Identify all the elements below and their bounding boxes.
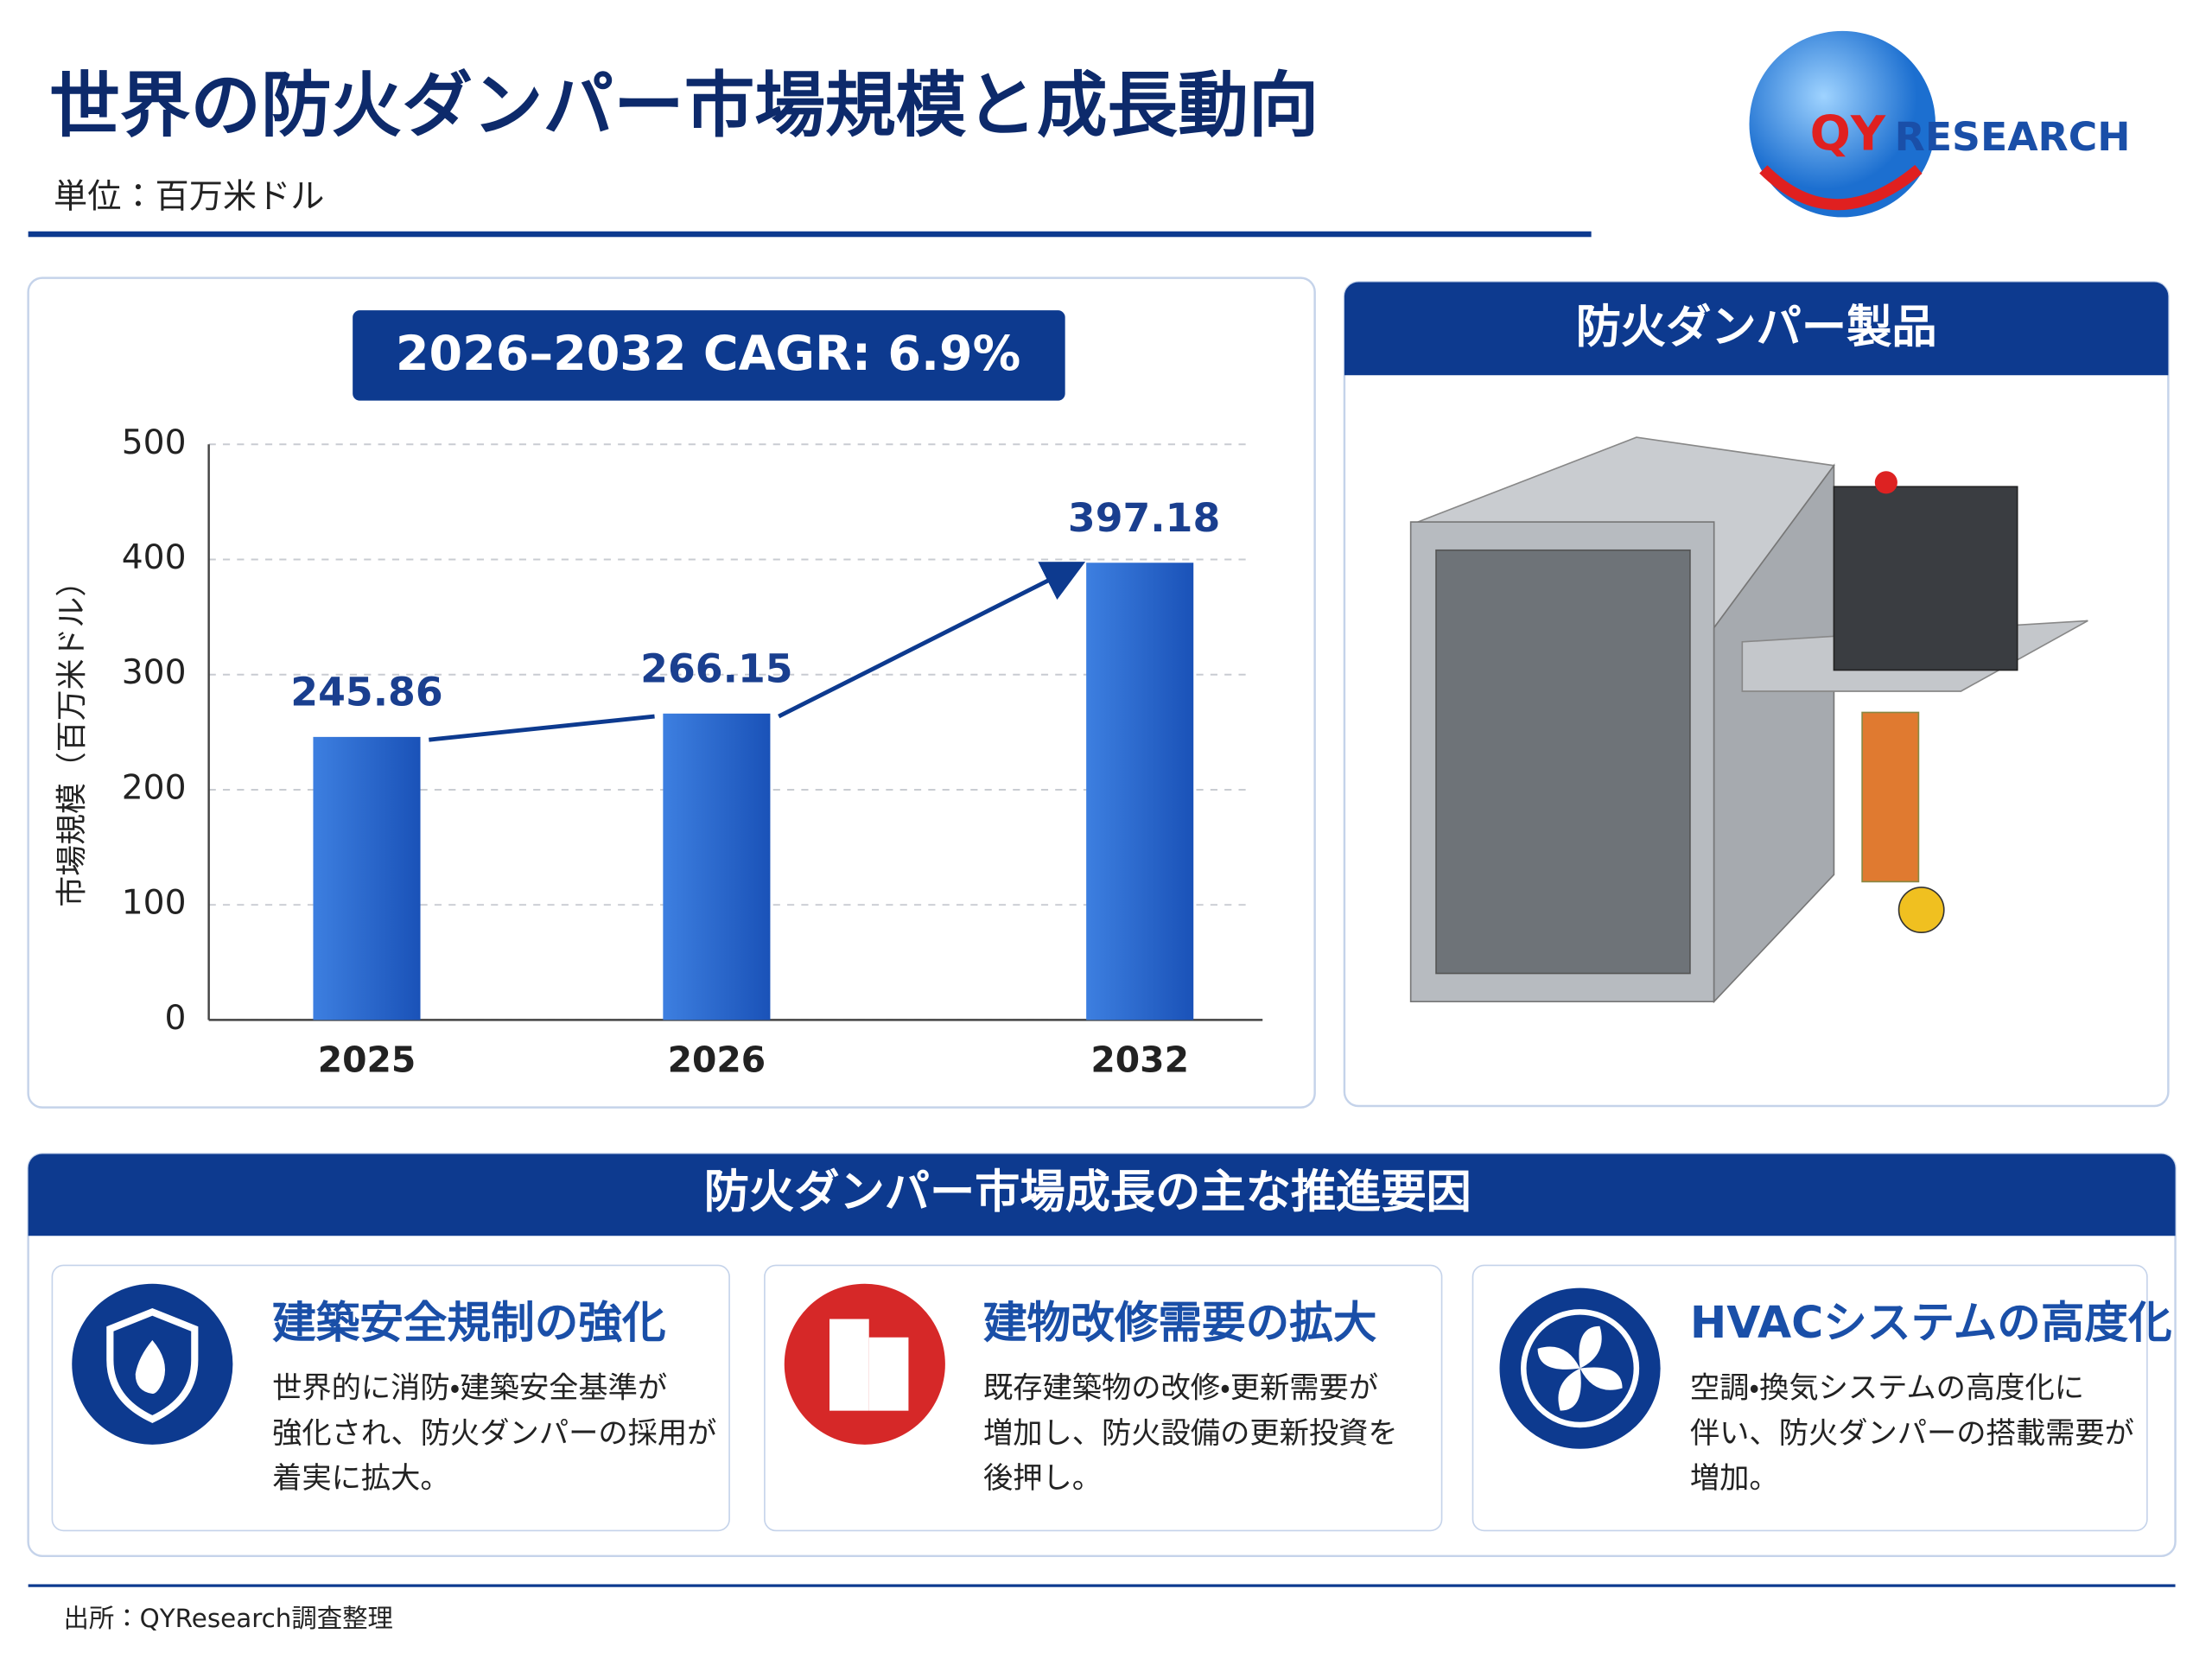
unit: 単位：百万米ドル [54,178,324,217]
source: 出所：QYResearch調査整理 [63,1604,392,1633]
y-axis-label: 市場規模（百万米ドル） [54,566,90,907]
footer-rule [28,1584,2176,1587]
shield-icon [72,1283,233,1445]
card-title: 建物改修需要の拡大 [983,1297,1376,1348]
building-icon [784,1283,945,1445]
y-tick-label: 300 [122,653,187,692]
x-tick-label: 2025 [318,1039,416,1080]
logo-globe [1749,30,1936,218]
logo-swoosh [1759,164,1923,211]
trend-arrow [778,562,1086,719]
card-text: 増加。 [1690,1461,1779,1496]
product-title: 防火ダンパー製品 [1576,302,1937,353]
logo-qy: QY [1810,106,1886,162]
value-label: 397.18 [1068,495,1220,541]
card-text: 空調・換気システムの高度化に [1690,1371,2084,1406]
value-label: 266.15 [640,645,792,691]
drivers-title: 防火ダンパー市場成長の主な推進要因 [704,1166,1471,1218]
chart: 0 100 200 300 400 500 2025 245.86 2026 266.15 2032… [122,423,1263,1080]
bar [313,736,421,1020]
card-text: 伴い、防火ダンパーの搭載需要が [1690,1416,2134,1451]
driver-cards: 建築安全規制の強化世界的に消防・建築安全基準が強化され、防火ダンパーの採用が着実… [51,1264,2172,1532]
card-text: 後押し。 [983,1461,1102,1496]
card-text: 強化され、防火ダンパーの採用が [272,1416,716,1451]
header-rule [28,231,1592,238]
trend-arrow [429,714,655,742]
title: 世界の防火ダンパー市場規模と成長動向 [49,65,1319,147]
card-text: 既存建築物の改修・更新需要が [983,1371,1378,1406]
y-tick-label: 0 [165,999,187,1038]
x-tick-label: 2032 [1090,1039,1189,1080]
card-text: 着実に拡大。 [272,1461,450,1496]
card-title: HVACシステムの高度化 [1690,1297,2172,1348]
card-text: 増加し、防火設備の更新投資を [983,1416,1398,1451]
y-tick-label: 400 [122,538,187,577]
cagr-badge [353,310,1065,401]
card-title: 建築安全規制の強化 [272,1297,665,1348]
fan-icon [1499,1287,1661,1449]
value-label: 245.86 [290,669,442,715]
cagr-label: 2026–2032 CAGR: 6.9% [396,326,1020,382]
bar [1086,563,1194,1020]
bar [663,713,771,1020]
logo-research: RESEARCH [1895,114,2131,160]
y-tick-label: 500 [122,423,187,462]
drivers-header [28,1154,2176,1236]
y-tick-label: 200 [122,768,187,807]
x-tick-label: 2026 [668,1039,766,1080]
product-image [1409,436,2088,1004]
y-tick-label: 100 [122,884,187,923]
product-header [1344,282,2169,376]
logo: QY RESEARCH [1749,30,2131,218]
card-text: 世界的に消防・建築安全基準が [272,1371,667,1406]
